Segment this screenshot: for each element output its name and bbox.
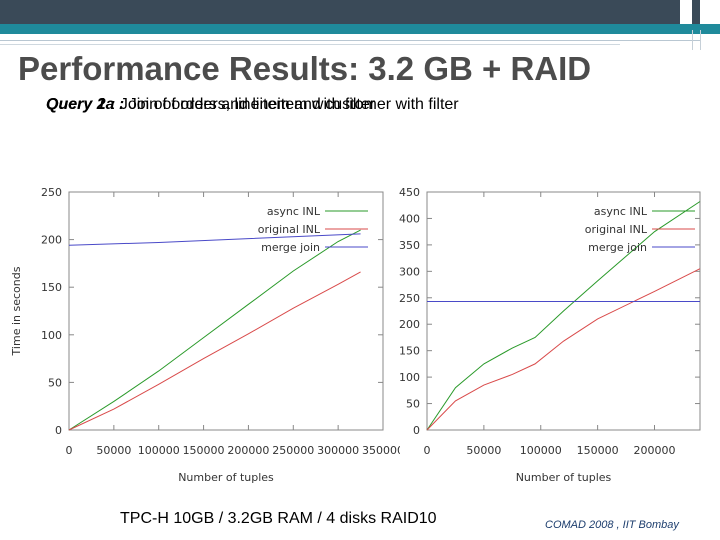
plot-frame (68, 191, 384, 431)
series-line-async-inl (426, 201, 701, 431)
y-tick-label: 450 (399, 186, 420, 199)
subtitle-query-1: Query 1 : Join of orders and lineitem wi… (46, 96, 375, 114)
x-axis-label: Number of tuples (516, 471, 612, 484)
series-line-original-inl (68, 271, 361, 431)
x-tick-label: 100000 (138, 444, 180, 457)
footer: COMAD 2008 , IIT Bombay (545, 519, 679, 531)
y-tick-label: 100 (399, 371, 420, 384)
caption: TPC-H 10GB / 3.2GB RAM / 4 disks RAID10 (120, 510, 437, 527)
legend-label: async INL (594, 205, 648, 218)
chart-query-1: 0 50 100 150 200 250 0 50000 100000 150000 200000 2… (10, 186, 400, 484)
x-tick-label: 0 (424, 444, 431, 457)
x-tick-label: 150000 (577, 444, 619, 457)
subtitle-query-2a: Query 2a : Join of orders, lineitem and … (46, 96, 459, 114)
y-tick-label: 250 (399, 292, 420, 305)
x-tick-label: 250000 (272, 444, 314, 457)
divider (0, 40, 700, 41)
x-tick-label: 150000 (183, 444, 225, 457)
x-tick-label: 200000 (227, 444, 269, 457)
x-tick-label: 200000 (634, 444, 676, 457)
x-tick-label: 50000 (96, 444, 131, 457)
header-stripe (0, 24, 720, 34)
series-line-async-inl (68, 229, 361, 431)
legend-label: async INL (267, 205, 321, 218)
divider (692, 30, 693, 50)
subtitle-text: Join of orders and lineitem with filter (119, 96, 376, 113)
divider (0, 44, 620, 45)
legend-label: original INL (258, 223, 321, 236)
y-tick-label: 300 (399, 265, 420, 278)
y-tick-label: 0 (55, 424, 62, 437)
x-tick-label: 0 (66, 444, 73, 457)
x-axis-label: Number of tuples (178, 471, 274, 484)
header-block (680, 0, 692, 24)
y-tick-label: 200 (41, 234, 62, 247)
y-tick-label: 150 (399, 345, 420, 358)
chart-query-2a: 0 50 100 150 200 250 300 350 400 450 0 50000 100000 1… (399, 186, 701, 484)
legend-label: original INL (585, 223, 648, 236)
y-tick-label: 350 (399, 239, 420, 252)
series-line-merge-join (68, 233, 361, 246)
x-tick-label: 300000 (317, 444, 359, 457)
subtitle-prefix: Query 1 : (46, 96, 120, 113)
y-axis-label: Time in seconds (10, 266, 23, 356)
y-tick-label: 150 (41, 281, 62, 294)
x-tick-label: 350000 (362, 444, 400, 457)
y-tick-label: 50 (406, 398, 420, 411)
slide-title: Performance Results: 3.2 GB + RAID (18, 50, 592, 87)
y-tick-label: 100 (41, 329, 62, 342)
x-tick-label: 100000 (520, 444, 562, 457)
y-tick-label: 400 (399, 212, 420, 225)
y-tick-label: 50 (48, 376, 62, 389)
legend-label: merge join (588, 241, 647, 254)
y-tick-label: 250 (41, 186, 62, 199)
legend-label: merge join (261, 241, 320, 254)
subtitle-text: Join of orders, lineitem and customer wi… (128, 96, 459, 113)
series-line-original-inl (426, 268, 701, 431)
divider (700, 30, 701, 50)
x-tick-label: 50000 (466, 444, 501, 457)
y-tick-label: 0 (413, 424, 420, 437)
header-bar (0, 0, 720, 24)
subtitle-prefix: Query 2a : (46, 96, 129, 113)
y-tick-label: 200 (399, 318, 420, 331)
header-block (700, 0, 720, 24)
plot-frame (426, 191, 701, 431)
